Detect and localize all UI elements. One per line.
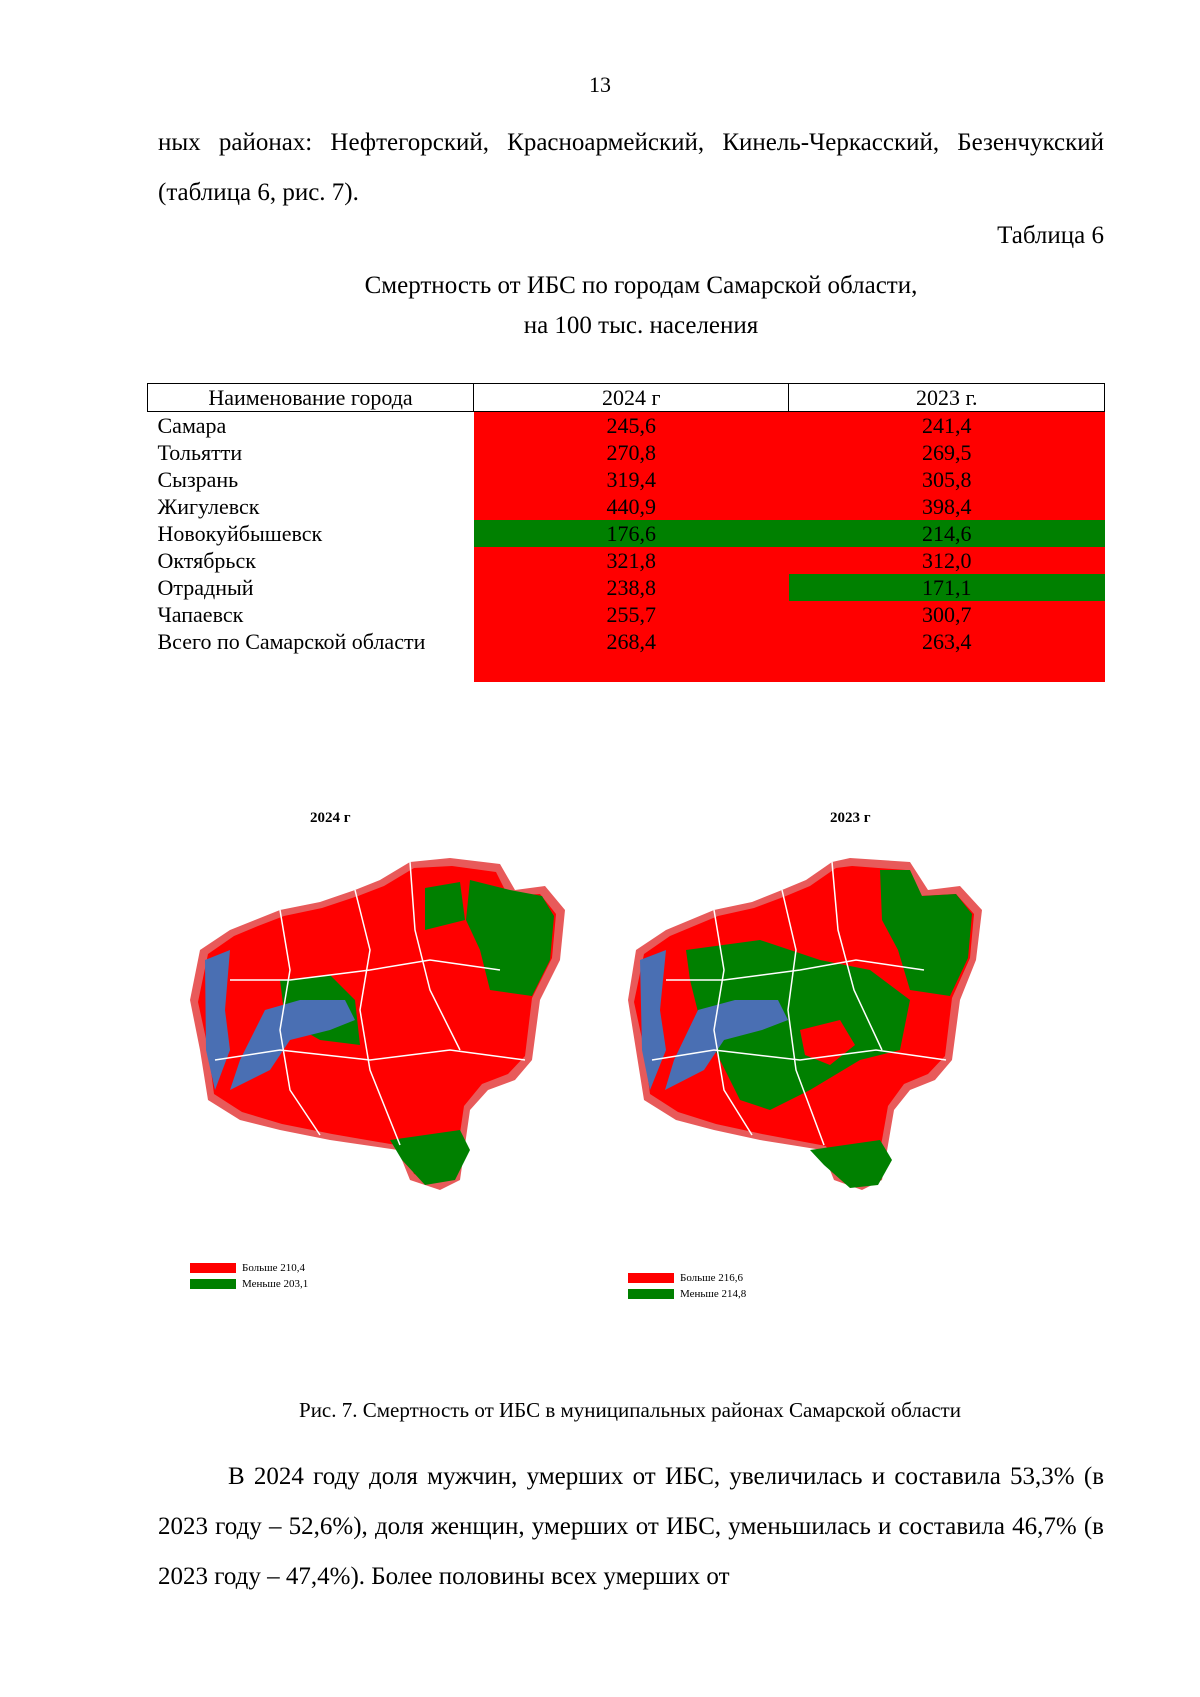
legend-2023-low-swatch xyxy=(628,1289,674,1299)
value-2024: 319,4 xyxy=(473,466,789,493)
legend-2024: Больше 210,4 Меньше 203,1 xyxy=(190,1262,308,1290)
map-2023 xyxy=(628,858,982,1190)
map-2023-water xyxy=(640,950,666,1090)
table-label: Таблица 6 xyxy=(997,222,1104,249)
legend-2024-low-swatch xyxy=(190,1279,236,1289)
value-2023: 305,8 xyxy=(788,466,1105,493)
city-name: Жигулевск xyxy=(157,494,260,519)
value-2023: 398,4 xyxy=(788,493,1105,520)
map-2023-red-inner xyxy=(800,1020,855,1065)
value-2023: 312,0 xyxy=(788,547,1105,574)
page-number: 13 xyxy=(589,72,611,97)
map-2024-borders xyxy=(214,861,526,1146)
map-title-2023: 2023 г xyxy=(830,810,871,826)
map-2024-green-north xyxy=(425,882,465,930)
value-2024: 176,6 xyxy=(473,520,789,547)
header-2024: 2024 г xyxy=(472,383,790,412)
legend-2023-low-label: Меньше 214,8 xyxy=(680,1288,747,1300)
city-name: Самара xyxy=(157,413,227,438)
city-name: Сызрань xyxy=(157,467,239,492)
table-row: Сызрань 319,4 305,8 xyxy=(148,466,1105,493)
map-2023-river xyxy=(665,1000,788,1090)
value-2024: 268,4 xyxy=(473,628,789,682)
legend-2024-high-swatch xyxy=(190,1263,236,1273)
map-title-2024: 2024 г xyxy=(310,810,351,826)
value-2023: 171,1 xyxy=(788,574,1105,601)
map-2024-green-south xyxy=(390,1130,470,1185)
value-2023: 263,4 xyxy=(788,628,1105,682)
map-2023-borders xyxy=(651,861,947,1146)
city-name: Новокуйбышевск xyxy=(157,521,323,546)
city-name: Октябрьск xyxy=(157,548,256,573)
city-name: Отрадный xyxy=(157,575,254,600)
header-2023: 2023 г. xyxy=(788,383,1105,412)
value-2024: 245,6 xyxy=(473,411,789,439)
closing-paragraph: В 2024 году доля мужчин, умерших от ИБС,… xyxy=(158,1463,1104,1590)
map-2024-green-northeast xyxy=(466,880,554,996)
value-2023: 269,5 xyxy=(788,439,1105,466)
intro-paragraph: ных районах: Нефтегорский, Красноармейск… xyxy=(158,129,1104,206)
legend-2024-low-label: Меньше 203,1 xyxy=(242,1278,309,1290)
map-2024-water xyxy=(205,950,230,1090)
mortality-table: Наименование города 2024 г 2023 г. Самар… xyxy=(147,383,1105,682)
table-title-line-1: Смертность от ИБС по городам Самарской о… xyxy=(364,272,918,299)
district-maps xyxy=(190,858,982,1190)
table-row: Чапаевск 255,7 300,7 xyxy=(148,601,1105,628)
value-2024: 321,8 xyxy=(473,547,789,574)
value-2023: 241,4 xyxy=(788,411,1105,439)
value-2023: 300,7 xyxy=(788,601,1105,628)
header-city: Наименование города xyxy=(147,383,474,412)
city-name: Чапаевск xyxy=(157,602,244,627)
map-2024-river xyxy=(230,1000,355,1090)
value-2024: 255,7 xyxy=(473,601,789,628)
figure-caption: Рис. 7. Смертность от ИБС в муниципальны… xyxy=(299,1398,961,1422)
legend-2023-high-label: Больше 216,6 xyxy=(680,1272,744,1284)
map-2024-red-area xyxy=(198,866,556,1182)
value-2024: 440,9 xyxy=(473,493,789,520)
map-2024 xyxy=(190,858,565,1190)
table-header-row: Наименование города 2024 г 2023 г. xyxy=(147,383,1105,412)
table-row: Октябрьск 321,8 312,0 xyxy=(148,547,1105,574)
value-2024: 238,8 xyxy=(473,574,789,601)
legend-2024-high-label: Больше 210,4 xyxy=(242,1262,306,1274)
table-row: Отрадный 238,8 171,1 xyxy=(148,574,1105,601)
table-row: Всего по Самарской области 268,4 263,4 xyxy=(148,628,1105,682)
city-name: Тольятти xyxy=(157,440,243,465)
table-title: Смертность от ИБС по городам Самарской о… xyxy=(0,266,1200,346)
table-row: Самара 245,6 241,4 xyxy=(148,411,1105,439)
table-title-line-2: на 100 тыс. населения xyxy=(523,312,759,339)
value-2023: 214,6 xyxy=(788,520,1105,547)
table-row: Жигулевск 440,9 398,4 xyxy=(148,493,1105,520)
value-2024: 270,8 xyxy=(473,439,789,466)
table-row: Новокуйбышевск 176,6 214,6 xyxy=(148,520,1105,547)
map-2023-green-northeast xyxy=(880,870,972,996)
table-body: Самара 245,6 241,4 Тольятти 270,8 269,5 Сызран… xyxy=(148,411,1105,682)
map-2023-green-center xyxy=(686,940,910,1110)
city-name: Всего по Самарской области xyxy=(157,629,426,654)
legend-2023-high-swatch xyxy=(628,1273,674,1283)
legend-2023: Больше 216,6 Меньше 214,8 xyxy=(628,1272,746,1300)
table-row: Тольятти 270,8 269,5 xyxy=(148,439,1105,466)
map-2023-green-south xyxy=(810,1140,892,1188)
